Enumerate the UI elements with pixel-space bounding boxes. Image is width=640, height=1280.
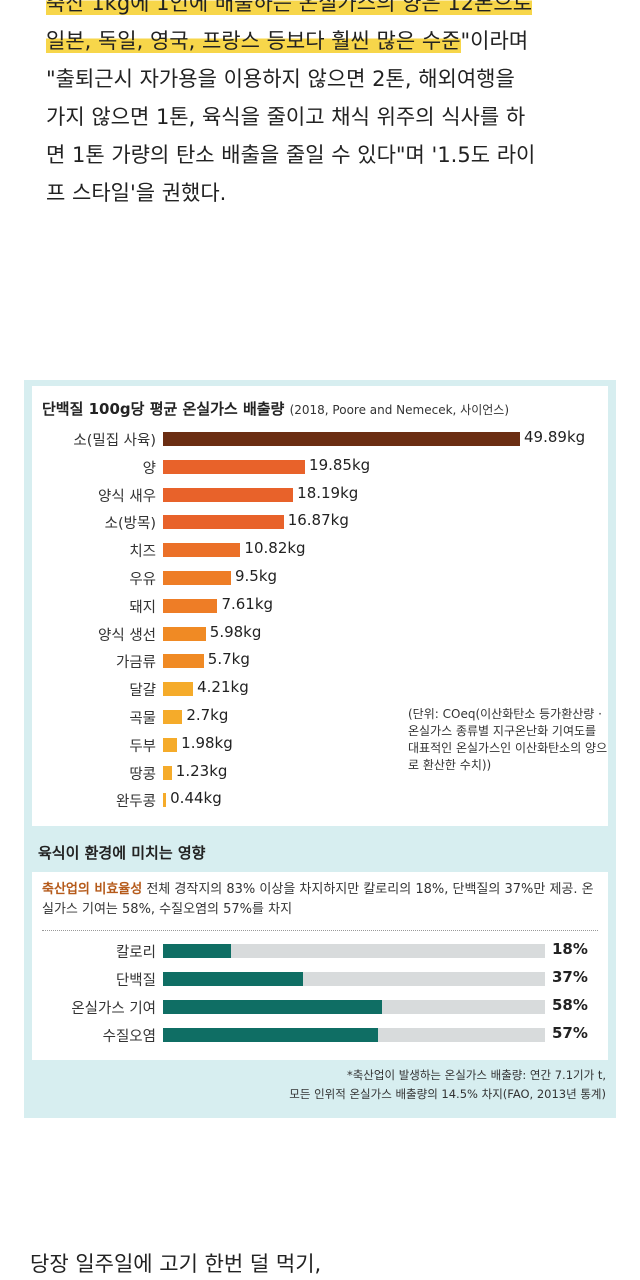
bar-value-label: 19.85kg (309, 455, 371, 474)
bar (163, 710, 183, 724)
bar-label: 양식 생선 (98, 627, 156, 644)
article-line: 가지 않으면 1톤, 육식을 줄이고 채식 위주의 식사를 하 (46, 105, 526, 129)
bar-label: 단백질 (115, 973, 156, 989)
chart-title: 단백질 100g당 평균 온실가스 배출량 (42, 400, 285, 418)
bar-label: 소(밀집 사육) (73, 433, 156, 449)
article-line: "출퇴근시 자가용을 이용하지 않으면 2톤, 해외여행을 (46, 67, 515, 91)
bar-label: 완두콩 (115, 794, 156, 811)
bar-value-label: 16.87kg (287, 511, 349, 530)
bar-label: 곡물 (129, 711, 156, 727)
bar-value-label: 18.19kg (297, 483, 359, 502)
bar-label: 달걀 (129, 683, 156, 700)
bar-track (163, 944, 545, 958)
article-line: 축산 1kg에 1인에 배출하는 온실가스의 양은 12톤으로 (46, 0, 606, 22)
bottom-text: 당장 일주일에 고기 한번 덜 먹기, (30, 1252, 322, 1276)
bar-label: 수질오염 (102, 1029, 156, 1045)
bar (163, 1028, 379, 1042)
bar-label: 양식 새우 (98, 488, 156, 505)
article-text: 축산 1kg에 1인에 배출하는 온실가스의 양은 12톤으로 일본, 독일, … (46, 0, 606, 212)
bar (163, 682, 194, 697)
bar-value-label: 57% (552, 1024, 588, 1042)
infographic: 단백질 100g당 평균 온실가스 배출량 (2018, Poore and N… (24, 380, 616, 1118)
bar-value-label: 5.98kg (209, 622, 262, 641)
article-line: 면 1톤 가량의 탄소 배출을 줄일 수 있다"며 '1.5도 라이 (46, 143, 536, 167)
bar (163, 944, 232, 958)
bar-value-label: 1.23kg (175, 761, 228, 780)
bar-label: 돼지 (129, 599, 156, 616)
bar-label: 두부 (129, 738, 156, 755)
bar-value-label: 58% (552, 996, 588, 1014)
bar (163, 571, 231, 585)
bar-track (163, 1000, 545, 1014)
bar (163, 598, 218, 613)
impact-description: 축산업의 비효율성 전체 경작지의 83% 이상을 차지하지만 칼로리의 18%… (42, 880, 602, 920)
article-line: 프 스타일'을 권했다. (46, 181, 227, 205)
bar-label: 온실가스 기여 (71, 1001, 156, 1017)
bar-label: 치즈 (129, 544, 156, 561)
footnote: *축산업이 발생하는 온실가스 배출량: 연간 7.1기가 t, 모든 인위적 … (289, 1066, 606, 1104)
bar-label: 칼로리 (115, 945, 156, 961)
bar-value-label: 5.7kg (207, 650, 250, 669)
impact-text: 전체 경작지의 83% 이상을 차지하지만 칼로리의 18%, 단백질의 37%… (42, 882, 594, 917)
bar (163, 765, 172, 780)
emissions-title: 단백질 100g당 평균 온실가스 배출량 (2018, Poore and N… (42, 398, 509, 419)
emissions-card: 단백질 100g당 평균 온실가스 배출량 (2018, Poore and N… (32, 386, 608, 826)
bar-value-label: 1.98kg (181, 733, 233, 752)
bar (163, 737, 178, 752)
bar (163, 793, 167, 808)
bar-value-label: 18% (552, 940, 588, 958)
article-line: 일본, 독일, 영국, 프랑스 등보다 훨씬 많은 수준"이라며 (46, 29, 529, 53)
bar (163, 487, 294, 502)
bar (163, 1000, 383, 1014)
bar (163, 515, 284, 530)
footnote-line: 모든 인위적 온실가스 배출량의 14.5% 차지(FAO, 2013년 통계) (289, 1087, 606, 1101)
impact-card: 축산업의 비효율성 전체 경작지의 83% 이상을 차지하지만 칼로리의 18%… (32, 872, 608, 1060)
bar-track (163, 972, 545, 986)
bar-value-label: 7.61kg (221, 594, 274, 613)
bar-value-label: 10.82kg (244, 539, 306, 558)
bar-value-label: 4.21kg (197, 678, 249, 697)
bar-value-label: 49.89kg (524, 428, 586, 446)
bar-label: 양 (142, 460, 156, 477)
bar (163, 432, 520, 446)
bar-label: 땅콩 (129, 766, 156, 783)
bar-value-label: 2.7kg (186, 706, 229, 724)
divider (42, 930, 598, 931)
bar-value-label: 37% (552, 968, 588, 986)
bar-value-label: 0.44kg (170, 789, 222, 808)
bar-value-label: 9.5kg (234, 567, 278, 585)
footnote-line: *축산업이 발생하는 온실가스 배출량: 연간 7.1기가 t, (346, 1068, 606, 1082)
impact-emphasis: 축산업의 비효율성 (42, 882, 143, 897)
bar (163, 543, 241, 558)
unit-note: (단위: COeq(이산화탄소 등가환산량 · 온실가스 종류별 지구온난화 기… (408, 707, 608, 772)
bar (163, 459, 306, 474)
chart-source: (2018, Poore and Nemecek, 사이언스) (289, 403, 510, 417)
bar-label: 소(방목) (104, 516, 156, 533)
bar-label: 우유 (129, 572, 156, 588)
bar (163, 654, 204, 669)
bar (163, 972, 303, 986)
bar (163, 626, 206, 641)
impact-title: 육식이 환경에 미치는 영향 (38, 844, 206, 862)
bar-label: 가금류 (115, 655, 156, 672)
bar-track (163, 1028, 545, 1042)
